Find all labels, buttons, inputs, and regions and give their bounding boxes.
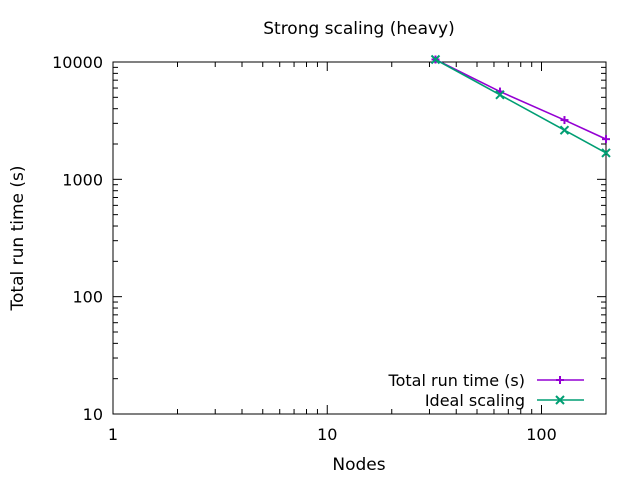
y-tick-label: 100 <box>72 288 103 307</box>
legend-label: Ideal scaling <box>425 391 525 410</box>
x-tick-label: 1 <box>108 425 118 444</box>
data-point-cross <box>555 395 565 405</box>
x-tick-label: 10 <box>317 425 337 444</box>
series-line <box>435 58 607 140</box>
data-point-cross <box>601 148 611 158</box>
series-line <box>435 58 607 154</box>
y-tick-label: 1000 <box>62 170 103 189</box>
data-point-cross <box>559 125 570 135</box>
data-point-cross <box>430 54 441 65</box>
series-2 <box>430 54 611 158</box>
chart-title: Strong scaling (heavy) <box>263 19 455 39</box>
legend-label: Total run time (s) <box>388 371 525 390</box>
axis-tick-labels: 1 10 100 10 100 1000 10000 <box>52 53 557 444</box>
y-axis-label: Total run time (s) <box>8 166 28 312</box>
legend: Total run time (s)Ideal scaling <box>388 371 584 410</box>
x-axis-label: Nodes <box>332 455 385 475</box>
y-tick-label: 10000 <box>52 53 103 72</box>
x-tick-label: 100 <box>526 425 557 444</box>
plot-frame <box>112 61 607 415</box>
data-point-cross <box>495 90 505 100</box>
series-1 <box>431 55 610 144</box>
axis-ticks <box>112 61 607 415</box>
y-tick-label: 10 <box>83 405 103 424</box>
series-layer <box>430 54 611 158</box>
